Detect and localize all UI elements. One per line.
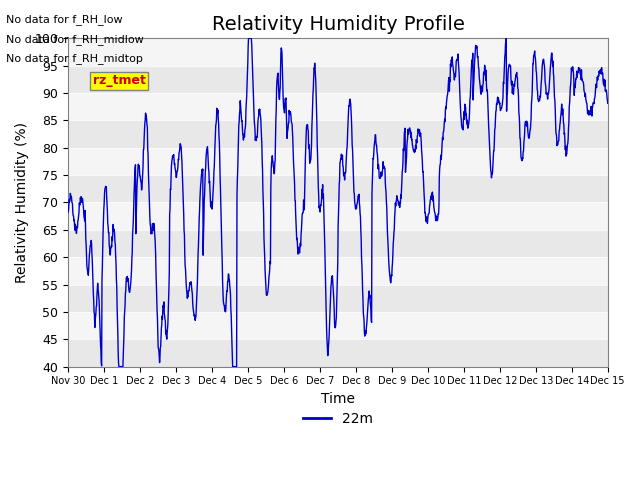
Bar bbox=[68, 38, 608, 66]
Bar bbox=[68, 148, 608, 175]
Text: No data for f_RH_midtop: No data for f_RH_midtop bbox=[6, 53, 143, 64]
Bar bbox=[68, 66, 608, 93]
Bar bbox=[68, 257, 608, 285]
Text: No data for f_RH_midlow: No data for f_RH_midlow bbox=[6, 34, 144, 45]
Bar bbox=[68, 175, 608, 203]
Bar bbox=[68, 339, 608, 367]
Title: Relativity Humidity Profile: Relativity Humidity Profile bbox=[211, 15, 465, 34]
Legend: 22m: 22m bbox=[298, 407, 378, 432]
Bar bbox=[68, 120, 608, 148]
Bar bbox=[68, 230, 608, 257]
Text: rz_tmet: rz_tmet bbox=[93, 74, 146, 87]
Y-axis label: Relativity Humidity (%): Relativity Humidity (%) bbox=[15, 122, 29, 283]
Bar bbox=[68, 93, 608, 120]
X-axis label: Time: Time bbox=[321, 392, 355, 406]
Text: No data for f_RH_low: No data for f_RH_low bbox=[6, 14, 123, 25]
Bar bbox=[68, 312, 608, 339]
Bar bbox=[68, 203, 608, 230]
Bar bbox=[68, 285, 608, 312]
